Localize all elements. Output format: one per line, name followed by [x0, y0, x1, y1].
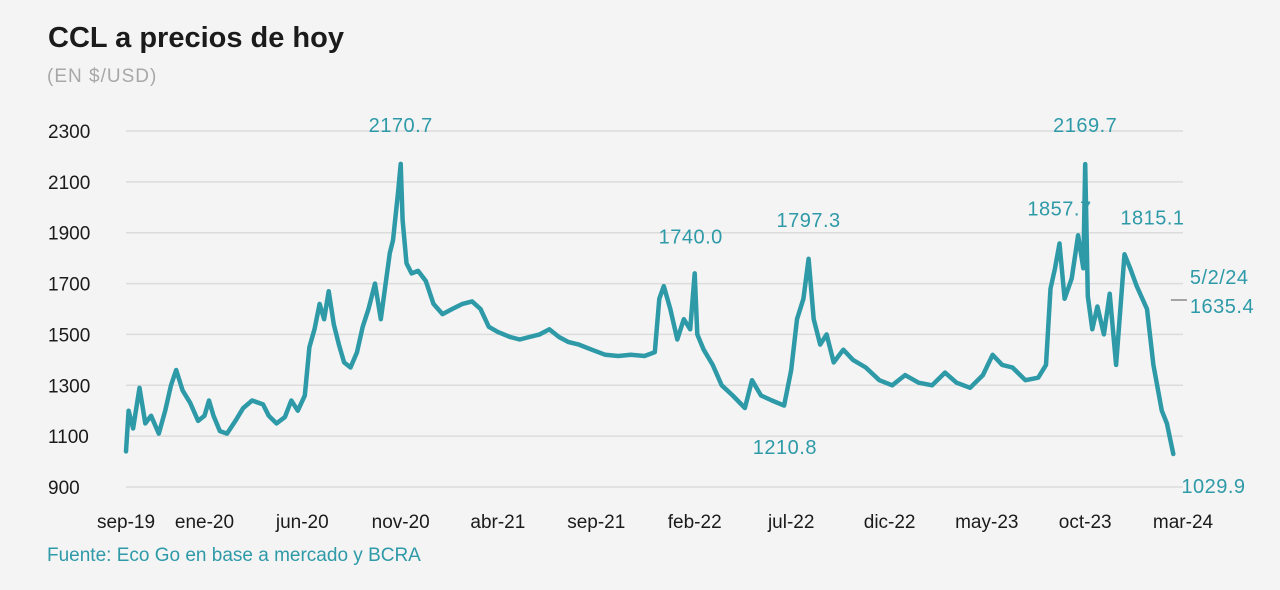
annotation-label: 1857.7	[1027, 198, 1091, 220]
series-group	[123, 161, 1176, 457]
x-tick-label: oct-23	[1059, 512, 1112, 533]
x-tick-label: jul-22	[767, 512, 814, 533]
x-tick-label: mar-24	[1153, 512, 1214, 533]
annotation-label: 1635.4	[1190, 296, 1254, 318]
y-tick-label: 1300	[48, 376, 90, 397]
y-axis-ticks: 900 1100 1300 1500 1700 1900 2100 2300	[48, 122, 90, 499]
series-line	[123, 161, 1176, 457]
y-tick-label: 1700	[48, 275, 90, 296]
annotation-label: 1210.8	[753, 437, 817, 459]
x-tick-label: ene-20	[175, 512, 234, 533]
annotation-label: 1797.3	[776, 210, 840, 232]
y-tick-label: 2300	[48, 122, 90, 143]
x-tick-label: nov-20	[372, 512, 430, 533]
source-note: Fuente: Eco Go en base a mercado y BCRA	[47, 545, 421, 566]
x-tick-label: feb-22	[668, 512, 722, 533]
x-tick-label: jun-20	[275, 512, 329, 533]
y-tick-label: 900	[48, 478, 80, 499]
annotations: 2170.7 1740.0 1797.3 1210.8 1857.7 2169.7 1815…	[369, 115, 1254, 498]
x-tick-label: sep-21	[567, 512, 625, 533]
annotation-label: 5/2/24	[1190, 267, 1249, 289]
x-tick-label: abr-21	[470, 512, 525, 533]
annotation-label: 1029.9	[1181, 476, 1245, 498]
chart-title: CCL a precios de hoy	[48, 22, 344, 54]
x-tick-label: sep-19	[97, 512, 155, 533]
y-tick-label: 1900	[48, 224, 90, 245]
annotation-label: 2169.7	[1053, 115, 1117, 137]
x-tick-label: dic-22	[864, 512, 916, 533]
y-tick-label: 2100	[48, 173, 90, 194]
x-tick-label: may-23	[955, 512, 1018, 533]
chart-subtitle: (EN $/USD)	[47, 66, 158, 87]
annotation-label: 2170.7	[369, 115, 433, 137]
gridlines	[126, 130, 1183, 488]
y-tick-label: 1500	[48, 325, 90, 346]
annotation-label: 1740.0	[659, 226, 723, 248]
x-axis-ticks: sep-19 ene-20 jun-20 nov-20 abr-21 sep-21 feb-…	[97, 512, 1214, 533]
y-tick-label: 1100	[48, 427, 89, 448]
annotation-label: 1815.1	[1120, 207, 1184, 229]
